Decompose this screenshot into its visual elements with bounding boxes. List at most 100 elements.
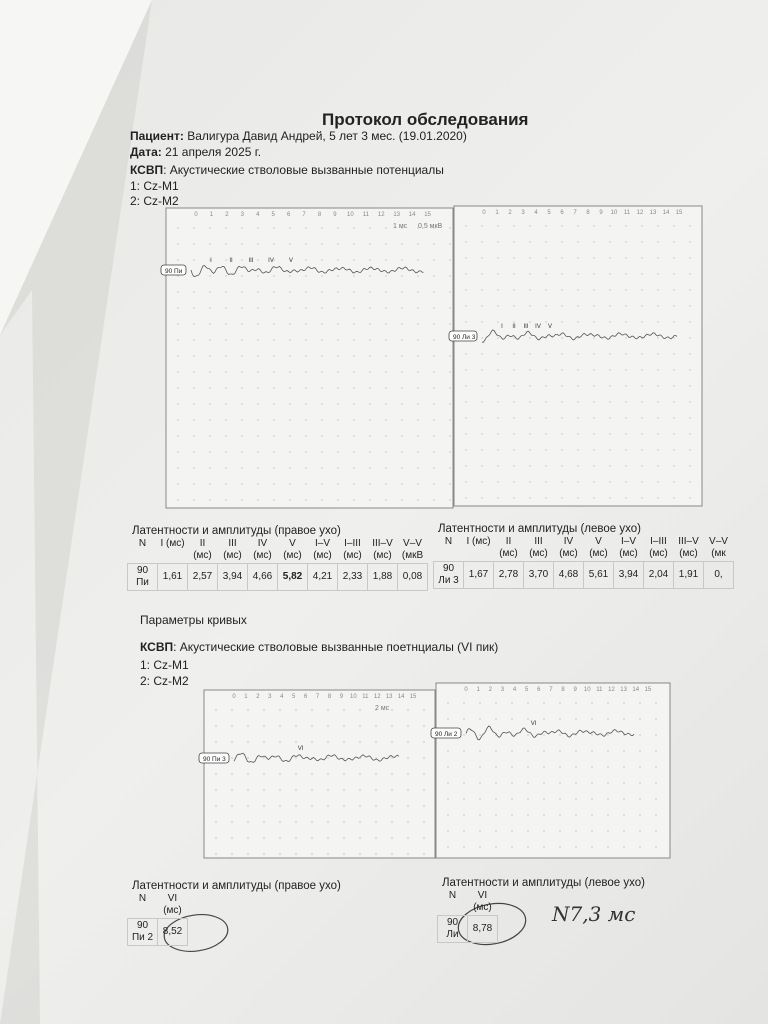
grid-dot: [407, 725, 409, 727]
grid-dot: [639, 766, 641, 768]
grid-dot: [655, 798, 657, 800]
grid-dot: [529, 385, 531, 387]
table: N VI (мс) 90 Ли 8,78: [437, 889, 498, 943]
grid-dot: [337, 403, 339, 405]
tick-label: 5: [525, 687, 529, 693]
grid-dot: [417, 403, 419, 405]
grid-dot: [433, 451, 435, 453]
grid-dot: [561, 225, 563, 227]
table: N VI (мс) 90 Пи 2 8,52: [127, 892, 188, 946]
tick-label: 11: [363, 212, 370, 218]
tick-label: 11: [362, 694, 369, 700]
grid-dot: [655, 782, 657, 784]
grid-dot: [289, 499, 291, 501]
grid-dot: [225, 403, 227, 405]
grid-dot: [193, 435, 195, 437]
grid-dot: [417, 227, 419, 229]
grid-dot: [673, 257, 675, 259]
grid-dot: [327, 757, 329, 759]
grid-dot: [625, 417, 627, 419]
tick-label: 13: [620, 687, 627, 693]
tick-label: 15: [676, 210, 683, 216]
grid-dot: [231, 773, 233, 775]
grid-dot: [479, 846, 481, 848]
grid-dot: [225, 387, 227, 389]
grid-dot: [295, 853, 297, 855]
lead: 1: Cz-M1: [140, 658, 189, 672]
description: : Акустические стволовые вызванные поетн…: [173, 640, 499, 654]
grid-dot: [241, 307, 243, 309]
grid-dot: [273, 339, 275, 341]
grid-dot: [423, 821, 425, 823]
grid-dot: [295, 757, 297, 759]
grid-dot: [337, 227, 339, 229]
grid-dot: [177, 307, 179, 309]
grid-dot: [593, 385, 595, 387]
grid-dot: [177, 323, 179, 325]
tick-label: 9: [599, 210, 603, 216]
grid-dot: [465, 241, 467, 243]
grid-dot: [481, 241, 483, 243]
grid-dot: [321, 371, 323, 373]
grid-dot: [407, 821, 409, 823]
grid-dot: [369, 451, 371, 453]
peak-label: V: [548, 324, 552, 330]
grid-dot: [257, 275, 259, 277]
patient-label: Пациент:: [130, 129, 184, 143]
grid-dot: [577, 353, 579, 355]
grid-dot: [417, 435, 419, 437]
grid-dot: [575, 814, 577, 816]
grid-dot: [305, 227, 307, 229]
grid-dot: [369, 307, 371, 309]
tick-label: 4: [280, 694, 284, 700]
grid-dot: [295, 805, 297, 807]
grid-dot: [543, 702, 545, 704]
grid-dot: [391, 789, 393, 791]
grid-dot: [423, 773, 425, 775]
grid-dot: [449, 387, 451, 389]
grid-dot: [401, 371, 403, 373]
grid-dot: [433, 467, 435, 469]
grid-dot: [591, 766, 593, 768]
grid-dot: [655, 830, 657, 832]
grid-dot: [529, 433, 531, 435]
grid-dot: [311, 821, 313, 823]
grid-dot: [639, 718, 641, 720]
grid-dot: [497, 289, 499, 291]
tick-label: 13: [386, 694, 393, 700]
grid-dot: [561, 257, 563, 259]
lead: 2: Cz-M2: [130, 194, 179, 208]
grid-dot: [257, 451, 259, 453]
header-cell: VI (мс): [473, 890, 492, 913]
grid-dot: [417, 243, 419, 245]
tick-label: 6: [560, 210, 564, 216]
grid-dot: [591, 814, 593, 816]
grid-dot: [497, 449, 499, 451]
grid-dot: [401, 403, 403, 405]
grid-dot: [263, 789, 265, 791]
grid-dot: [593, 481, 595, 483]
grid-dot: [359, 837, 361, 839]
header-cell: I (мс): [160, 538, 185, 549]
grid-dot: [527, 750, 529, 752]
grid-dot: [385, 499, 387, 501]
grid-dot: [231, 789, 233, 791]
peak-label: II: [512, 324, 516, 330]
grid-dot: [193, 259, 195, 261]
grid-dot: [295, 837, 297, 839]
grid-dot: [263, 837, 265, 839]
grid-dot: [607, 718, 609, 720]
grid-dot: [657, 385, 659, 387]
grid-dot: [481, 369, 483, 371]
grid-dot: [353, 339, 355, 341]
grid-dot: [241, 355, 243, 357]
tick-label: 2: [256, 694, 260, 700]
grid-dot: [625, 465, 627, 467]
grid-dot: [289, 227, 291, 229]
grid-dot: [209, 323, 211, 325]
grid-dot: [559, 830, 561, 832]
grid-dot: [559, 718, 561, 720]
grid-dot: [561, 433, 563, 435]
grid-dot: [305, 419, 307, 421]
grid-dot: [279, 741, 281, 743]
